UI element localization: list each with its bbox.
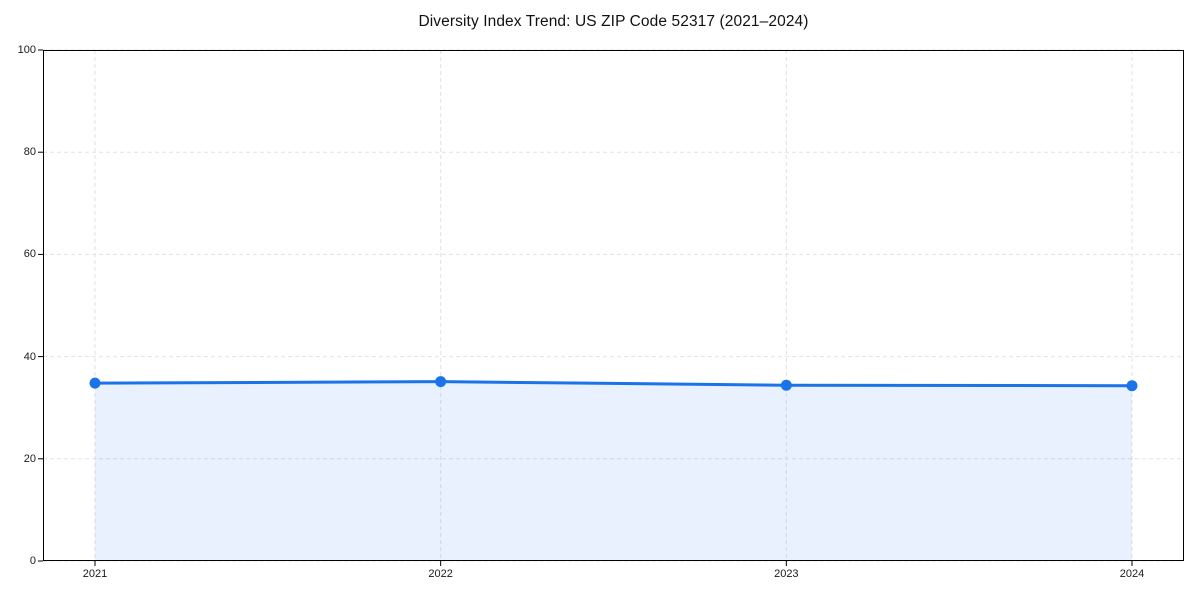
y-tick-label: 100 (17, 44, 36, 56)
line-chart-plot-area (38, 49, 1184, 566)
chart-title: Diversity Index Trend: US ZIP Code 52317… (418, 13, 809, 30)
y-tick-label: 80 (23, 146, 36, 159)
x-tick-label: 2021 (82, 568, 108, 580)
data-point-marker (780, 379, 792, 391)
data-point-marker (435, 376, 447, 388)
trend-line (93, 380, 1134, 388)
y-tick-label: 20 (23, 452, 36, 465)
y-tick-label: 60 (23, 248, 36, 261)
area-fill (95, 381, 1132, 561)
data-point-marker (1126, 380, 1138, 392)
data-point-marker (89, 377, 101, 389)
x-tick-label: 2024 (1119, 568, 1145, 580)
plot-border (43, 50, 1184, 561)
x-tick-label: 2023 (774, 568, 799, 580)
x-tick-label: 2022 (428, 568, 453, 580)
y-tick-label: 40 (23, 350, 36, 363)
y-tick-label: 0 (29, 555, 36, 567)
